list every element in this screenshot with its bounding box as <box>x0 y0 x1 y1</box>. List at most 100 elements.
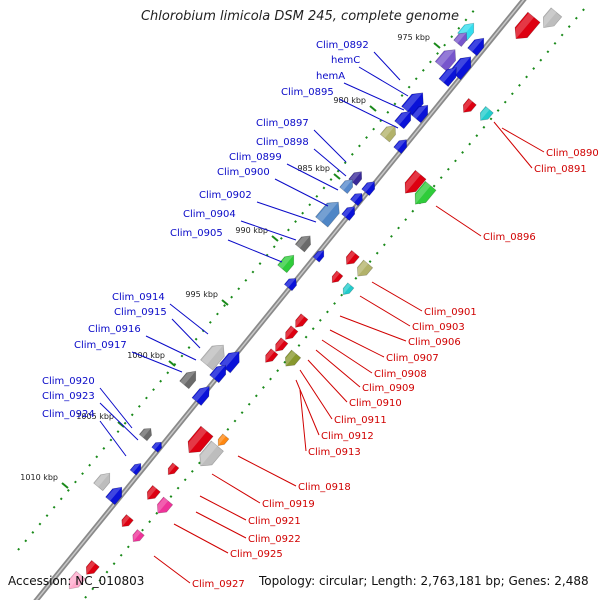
gene-feature <box>342 282 355 295</box>
reverse-label-leader <box>321 339 373 374</box>
gene-arrow <box>345 250 360 265</box>
gene-arrow-shading <box>69 571 81 589</box>
gene-arrow <box>349 193 363 207</box>
tick-mark <box>61 482 69 489</box>
tick-label: 1000 kbp <box>127 351 165 360</box>
gene-feature <box>146 485 161 500</box>
gene-arrow <box>146 485 161 500</box>
gene-arrow <box>132 529 145 542</box>
forward-track-guide <box>17 7 477 551</box>
forward-label-leader <box>171 318 201 349</box>
forward-gene-label: Clim_0916 <box>88 324 141 335</box>
gene-feature <box>121 514 134 527</box>
forward-gene-label: Clim_0923 <box>42 391 95 402</box>
reverse-label-leader <box>493 121 533 169</box>
gene-arrow <box>331 270 344 283</box>
gene-arrow-shading <box>405 170 421 194</box>
gene-feature <box>283 278 297 292</box>
gene-arrow-shading <box>332 271 340 283</box>
gene-feature <box>285 325 299 340</box>
gene-arrow-shading <box>284 278 296 288</box>
gene-arrow <box>167 462 180 475</box>
gene-arrow <box>341 206 356 221</box>
forward-label-leader <box>99 402 139 441</box>
gene-arrow-shading <box>168 463 176 475</box>
gene-arrow <box>462 98 477 113</box>
reverse-gene-label: Clim_0909 <box>362 383 415 394</box>
reverse-gene-label: Clim_0919 <box>262 499 315 510</box>
forward-gene-label: Clim_0914 <box>112 292 165 303</box>
tick-label: 990 kbp <box>235 226 268 235</box>
gene-arrow-shading <box>275 338 285 352</box>
reverse-gene-label: Clim_0911 <box>334 415 387 426</box>
gene-feature <box>167 462 180 475</box>
gene-arrow <box>93 472 111 492</box>
gene-arrow-shading <box>395 111 411 125</box>
gene-arrow <box>105 486 123 506</box>
gene-arrow-shading <box>278 255 294 269</box>
gene-arrow-shading <box>480 106 490 121</box>
gene-arrow <box>121 514 134 527</box>
gene-arrow-shading <box>343 283 351 295</box>
reverse-gene-label: Clim_0903 <box>412 322 465 333</box>
reverse-label-leader <box>295 379 320 436</box>
gene-feature <box>479 106 494 121</box>
forward-gene-label: Clim_0905 <box>170 228 223 239</box>
forward-label-leader <box>169 303 209 335</box>
reverse-label-leader <box>307 359 348 403</box>
gene-arrow-shading <box>340 179 353 191</box>
tick-mark <box>433 42 441 49</box>
gene-arrow <box>200 344 225 371</box>
gene-feature <box>209 364 227 384</box>
gene-feature <box>295 313 309 328</box>
forward-label-leader <box>313 129 347 163</box>
gene-arrow-shading <box>350 193 362 203</box>
forward-label-leader <box>256 201 317 223</box>
tick-mark <box>117 421 125 428</box>
reverse-gene-label: Clim_0912 <box>321 431 374 442</box>
reverse-gene-label: Clim_0890 <box>546 148 599 159</box>
gene-feature <box>199 440 224 467</box>
gene-arrow <box>339 179 354 194</box>
genome-summary: Topology: circular; Length: 2,763,181 bp… <box>259 574 589 588</box>
gene-arrow-shading <box>357 260 369 277</box>
forward-label-leader <box>99 420 127 457</box>
gene-feature <box>379 125 396 143</box>
forward-gene-label: Clim_0898 <box>256 137 309 148</box>
reverse-gene-label: Clim_0921 <box>248 516 301 527</box>
gene-arrow-shading <box>436 49 456 67</box>
reverse-gene-label: Clim_0908 <box>374 369 427 380</box>
reverse-label-leader <box>315 349 361 388</box>
gene-arrow <box>217 433 230 446</box>
gene-arrow <box>467 37 485 57</box>
gene-arrow <box>187 425 214 454</box>
gene-feature <box>265 348 279 363</box>
gene-arrow <box>348 171 363 186</box>
gene-arrow <box>361 181 376 196</box>
gene-arrow-shading <box>157 497 169 514</box>
gene-arrow <box>191 385 210 406</box>
gene-arrow-shading <box>180 371 196 385</box>
forward-label-leader <box>358 66 409 97</box>
gene-arrow <box>312 250 325 263</box>
gene-feature <box>404 169 427 194</box>
forward-gene-label: Clim_0917 <box>74 340 127 351</box>
tick-label: 975 kbp <box>397 33 430 42</box>
gene-feature <box>357 259 374 277</box>
leader-layer <box>99 51 545 584</box>
reverse-gene-label: Clim_0901 <box>424 307 477 318</box>
reverse-label-leader <box>299 369 333 420</box>
gene-feature <box>129 463 142 476</box>
gene-feature <box>132 529 145 542</box>
gene-feature <box>217 433 230 446</box>
gene-arrow-shading <box>130 463 141 473</box>
gene-feature <box>434 49 456 72</box>
forward-gene-label: Clim_0904 <box>183 209 236 220</box>
gene-feature <box>411 104 429 124</box>
forward-gene-label: hemA <box>316 71 345 82</box>
gene-feature <box>85 560 100 575</box>
gene-arrow-shading <box>295 235 311 249</box>
gene-arrow-shading <box>346 250 356 265</box>
